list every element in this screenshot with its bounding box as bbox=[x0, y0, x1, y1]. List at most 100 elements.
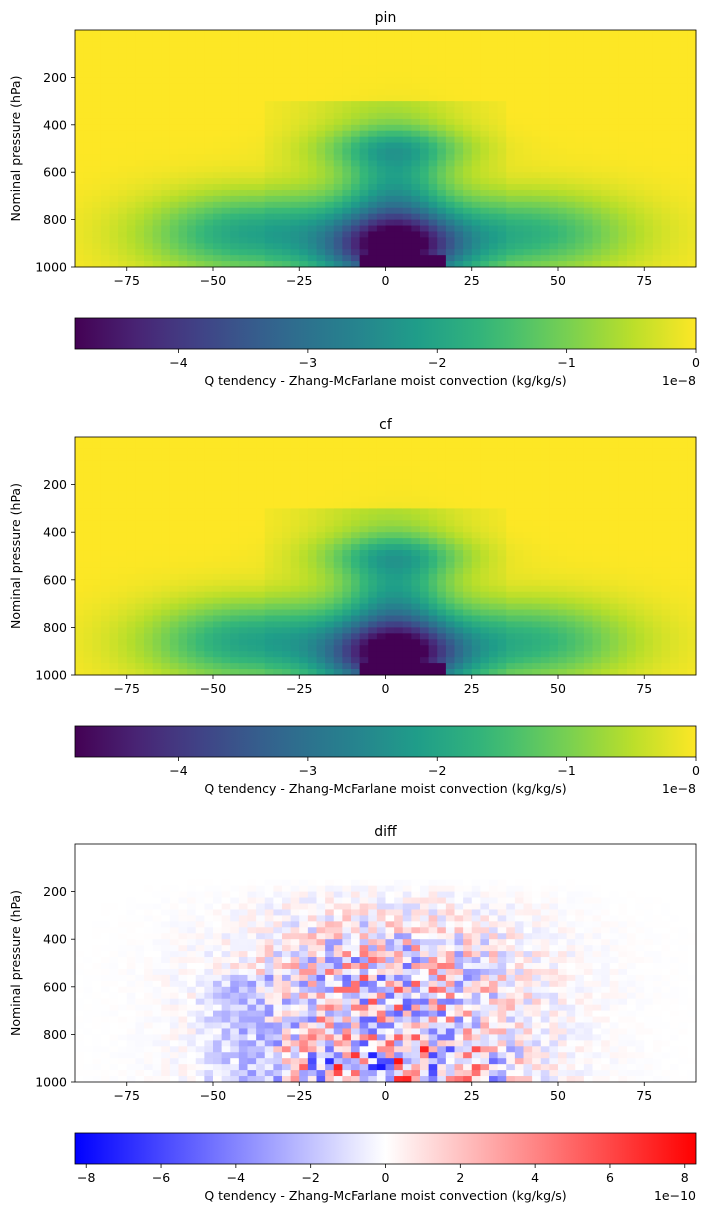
heatmap-cell bbox=[100, 520, 111, 527]
heatmap-cell bbox=[506, 59, 516, 67]
heatmap-cell bbox=[523, 124, 533, 132]
heatmap-cell bbox=[264, 579, 274, 587]
heatmap-cell bbox=[359, 520, 369, 527]
heatmap-cell bbox=[247, 621, 257, 628]
heatmap-cell bbox=[221, 142, 231, 149]
heatmap-cell bbox=[385, 448, 395, 456]
heatmap-cell bbox=[670, 237, 680, 244]
heatmap-cell bbox=[420, 502, 430, 509]
heatmap-cell bbox=[213, 639, 223, 646]
heatmap-cell bbox=[687, 130, 697, 138]
heatmap-cell bbox=[144, 35, 154, 43]
heatmap-cell bbox=[221, 621, 231, 628]
heatmap-cell bbox=[195, 585, 205, 593]
heatmap-cell bbox=[187, 178, 197, 185]
heatmap-cell bbox=[420, 496, 430, 503]
heatmap-cell bbox=[497, 496, 507, 503]
heatmap-cell bbox=[204, 148, 214, 155]
heatmap-cell bbox=[178, 255, 188, 262]
heatmap-cell bbox=[644, 184, 654, 191]
heatmap-cell bbox=[644, 95, 654, 102]
heatmap-cell bbox=[213, 160, 223, 167]
heatmap-cell bbox=[178, 160, 188, 167]
heatmap-cell bbox=[480, 142, 490, 149]
heatmap-cell bbox=[558, 243, 568, 250]
heatmap-cell bbox=[678, 249, 688, 256]
heatmap-cell bbox=[325, 154, 335, 161]
heatmap-cell bbox=[273, 639, 283, 646]
heatmap-cell bbox=[169, 237, 180, 244]
heatmap-cell bbox=[359, 47, 369, 55]
heatmap-cell bbox=[489, 178, 499, 185]
heatmap-cell bbox=[394, 166, 404, 173]
heatmap-cell bbox=[445, 225, 456, 232]
heatmap-cell bbox=[480, 496, 490, 503]
heatmap-cell bbox=[273, 561, 283, 569]
heatmap-cell bbox=[445, 526, 456, 533]
heatmap-cell bbox=[463, 261, 473, 268]
heatmap-cell bbox=[523, 160, 533, 167]
heatmap-cell bbox=[566, 178, 576, 185]
heatmap-cell bbox=[540, 249, 550, 256]
heatmap-cell bbox=[394, 573, 404, 581]
heatmap-cell bbox=[118, 35, 128, 43]
heatmap-cell bbox=[652, 71, 663, 78]
heatmap-cell bbox=[506, 148, 516, 155]
heatmap-cell bbox=[333, 597, 343, 605]
heatmap-cell bbox=[661, 136, 671, 144]
heatmap-cell bbox=[187, 502, 197, 509]
heatmap-cell bbox=[514, 621, 525, 628]
heatmap-cell bbox=[135, 645, 145, 652]
heatmap-cell bbox=[109, 243, 119, 250]
heatmap-cell bbox=[213, 437, 223, 444]
heatmap-cell bbox=[204, 603, 214, 611]
heatmap-cell bbox=[558, 83, 568, 90]
heatmap-cell bbox=[351, 77, 361, 84]
heatmap-cell bbox=[135, 107, 145, 114]
heatmap-cell bbox=[618, 30, 628, 37]
heatmap-cell bbox=[316, 520, 326, 527]
heatmap-cell bbox=[661, 225, 671, 232]
heatmap-cell bbox=[238, 615, 249, 622]
heatmap-cell bbox=[394, 59, 404, 67]
heatmap-cell bbox=[480, 30, 490, 37]
heatmap-cell bbox=[307, 544, 318, 551]
heatmap-cell bbox=[558, 184, 568, 191]
heatmap-cell bbox=[230, 65, 240, 72]
heatmap-cell bbox=[299, 591, 309, 599]
heatmap-cell bbox=[264, 442, 274, 450]
heatmap-cell bbox=[376, 225, 387, 232]
heatmap-cell bbox=[144, 184, 154, 191]
heatmap-cell bbox=[471, 484, 481, 492]
heatmap-cell bbox=[342, 502, 352, 509]
heatmap-cell bbox=[316, 219, 326, 227]
heatmap-cell bbox=[325, 107, 335, 114]
heatmap-cell bbox=[109, 195, 119, 203]
heatmap-cell bbox=[592, 172, 602, 179]
heatmap-cell bbox=[273, 556, 283, 563]
heatmap-cell bbox=[359, 154, 369, 161]
heatmap-cell bbox=[238, 77, 249, 84]
heatmap-cell bbox=[169, 30, 180, 37]
heatmap-cell bbox=[532, 207, 542, 215]
heatmap-cell bbox=[411, 567, 421, 575]
heatmap-cell bbox=[489, 207, 499, 215]
heatmap-cell bbox=[230, 148, 240, 155]
heatmap-cell bbox=[489, 502, 499, 509]
heatmap-cell bbox=[273, 490, 283, 497]
heatmap-cell bbox=[247, 615, 257, 622]
heatmap-cell bbox=[592, 201, 602, 209]
heatmap-cell bbox=[540, 89, 550, 96]
heatmap-cell bbox=[575, 243, 585, 250]
heatmap-cell bbox=[368, 496, 378, 503]
heatmap-cell bbox=[75, 59, 85, 67]
heatmap-cell bbox=[454, 645, 464, 652]
heatmap-cell bbox=[109, 71, 119, 78]
heatmap-cell bbox=[169, 484, 180, 492]
heatmap-cell bbox=[523, 207, 533, 215]
heatmap-cell bbox=[325, 651, 335, 658]
heatmap-cell bbox=[161, 597, 171, 605]
heatmap-cell bbox=[135, 255, 145, 262]
heatmap-cell bbox=[213, 255, 223, 262]
heatmap-cell bbox=[359, 502, 369, 509]
